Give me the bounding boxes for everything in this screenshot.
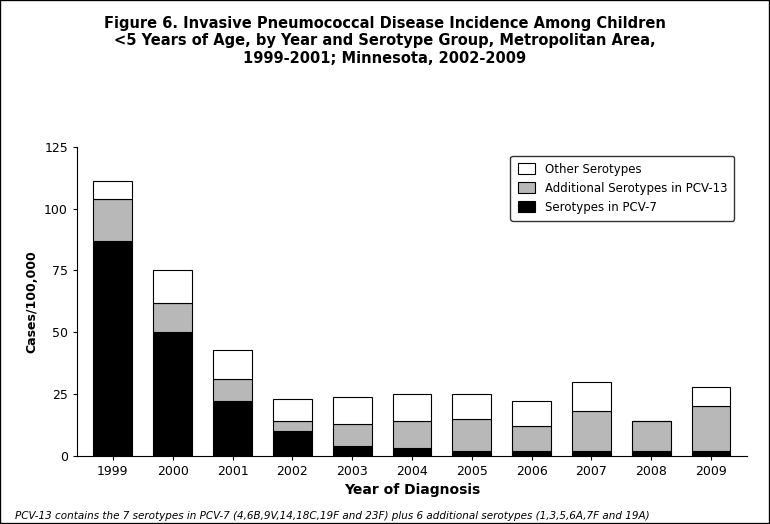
Bar [273, 421, 312, 431]
Bar [512, 401, 551, 426]
Bar [333, 424, 372, 446]
Bar [93, 181, 132, 199]
Legend: Other Serotypes, Additional Serotypes in PCV-13, Serotypes in PCV-7: Other Serotypes, Additional Serotypes in… [511, 156, 735, 221]
Bar [153, 302, 192, 332]
X-axis label: Year of Diagnosis: Year of Diagnosis [344, 484, 480, 497]
Bar [452, 419, 491, 451]
Bar [512, 426, 551, 451]
Bar [273, 399, 312, 421]
Bar [153, 332, 192, 456]
Bar [393, 421, 431, 449]
Bar [691, 451, 731, 456]
Bar [93, 241, 132, 456]
Bar [333, 397, 372, 424]
Bar [691, 407, 731, 451]
Bar [572, 451, 611, 456]
Bar [153, 270, 192, 302]
Bar [452, 394, 491, 419]
Bar [393, 449, 431, 456]
Bar [452, 451, 491, 456]
Bar [512, 451, 551, 456]
Bar [213, 350, 252, 379]
Bar [631, 451, 671, 456]
Bar [273, 431, 312, 456]
Bar [213, 379, 252, 401]
Text: Figure 6. Invasive Pneumococcal Disease Incidence Among Children
<5 Years of Age: Figure 6. Invasive Pneumococcal Disease … [104, 16, 666, 66]
Bar [393, 394, 431, 421]
Bar [213, 401, 252, 456]
Bar [572, 411, 611, 451]
Bar [572, 381, 611, 411]
Bar [333, 446, 372, 456]
Text: PCV-13 contains the 7 serotypes in PCV-7 (4,6B,9V,14,18C,19F and 23F) plus 6 add: PCV-13 contains the 7 serotypes in PCV-7… [15, 511, 650, 521]
Bar [691, 387, 731, 407]
Bar [631, 421, 671, 451]
Bar [93, 199, 132, 241]
Y-axis label: Cases/100,000: Cases/100,000 [25, 250, 38, 353]
